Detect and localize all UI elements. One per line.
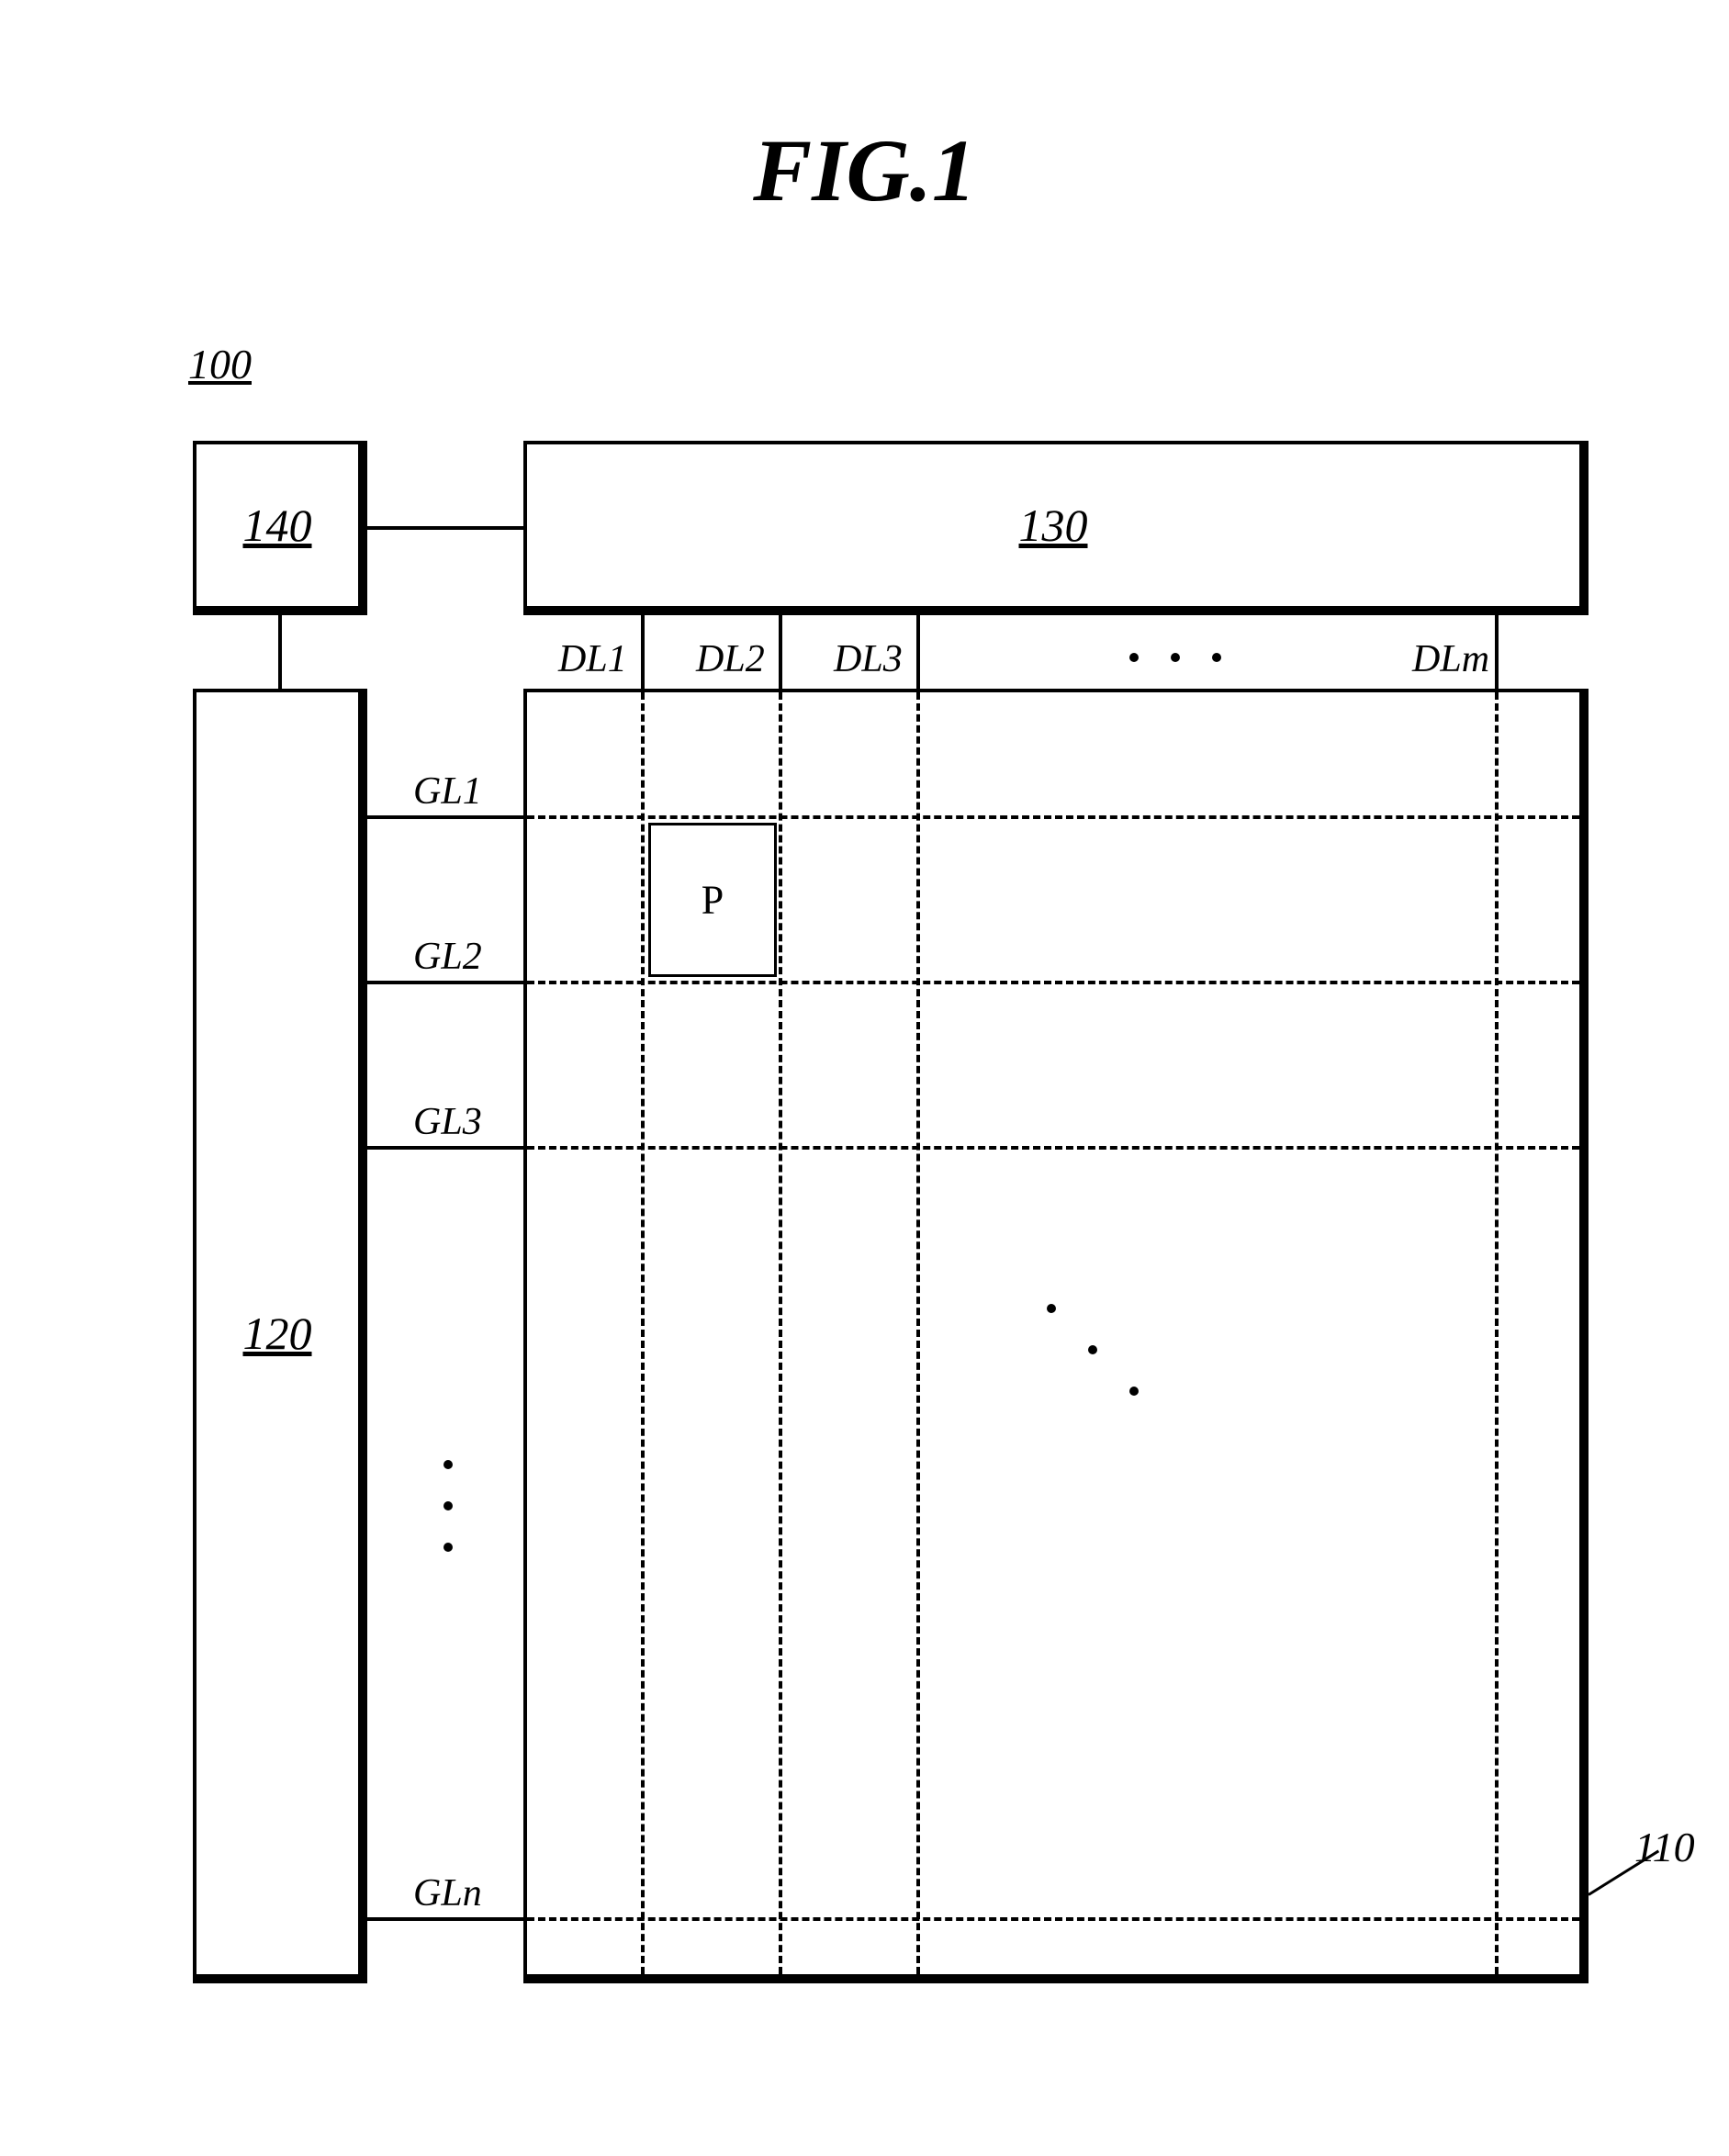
block-140: 140 (193, 441, 367, 615)
gln-solid (367, 1917, 523, 1921)
ref-110: 110 (1634, 1823, 1695, 1871)
dl2-label: DL2 (696, 637, 765, 681)
dl1-label: DL1 (558, 637, 627, 681)
dl2-solid (779, 615, 782, 689)
block-120-label: 120 (243, 1307, 312, 1360)
gl1-label: GL1 (413, 769, 482, 814)
gl3-label: GL3 (413, 1100, 482, 1144)
gl3-solid (367, 1146, 523, 1150)
pixel-box: P (648, 823, 777, 977)
dl2-dash (779, 692, 782, 1974)
gln-dash (527, 1917, 1579, 1921)
dlm-solid (1495, 615, 1499, 689)
block-120: 120 (193, 689, 367, 1983)
block-130-label: 130 (1019, 499, 1088, 552)
gl2-dash (527, 981, 1579, 984)
dlm-dash (1495, 692, 1499, 1974)
figure-title: FIG.1 (0, 119, 1729, 221)
dl3-dash (916, 692, 920, 1974)
dl3-label: DL3 (834, 637, 903, 681)
block-130: 130 (523, 441, 1589, 615)
pixel-label: P (702, 877, 724, 924)
gl2-solid (367, 981, 523, 984)
gl-vdots (441, 1460, 455, 1561)
gl1-dash (527, 815, 1579, 819)
panel-diag-dots (1047, 1304, 1157, 1414)
dl-hdots (1129, 650, 1230, 665)
dl1-solid (641, 615, 645, 689)
dlm-label: DLm (1412, 637, 1489, 681)
block-140-label: 140 (243, 499, 312, 552)
dl1-dash (641, 692, 645, 1974)
wire-140-130 (367, 526, 523, 530)
gl2-label: GL2 (413, 935, 482, 979)
gl1-solid (367, 815, 523, 819)
dl3-solid (916, 615, 920, 689)
gl3-dash (527, 1146, 1579, 1150)
wire-140-120 (278, 615, 282, 689)
gln-label: GLn (413, 1871, 482, 1915)
ref-100: 100 (188, 340, 252, 388)
